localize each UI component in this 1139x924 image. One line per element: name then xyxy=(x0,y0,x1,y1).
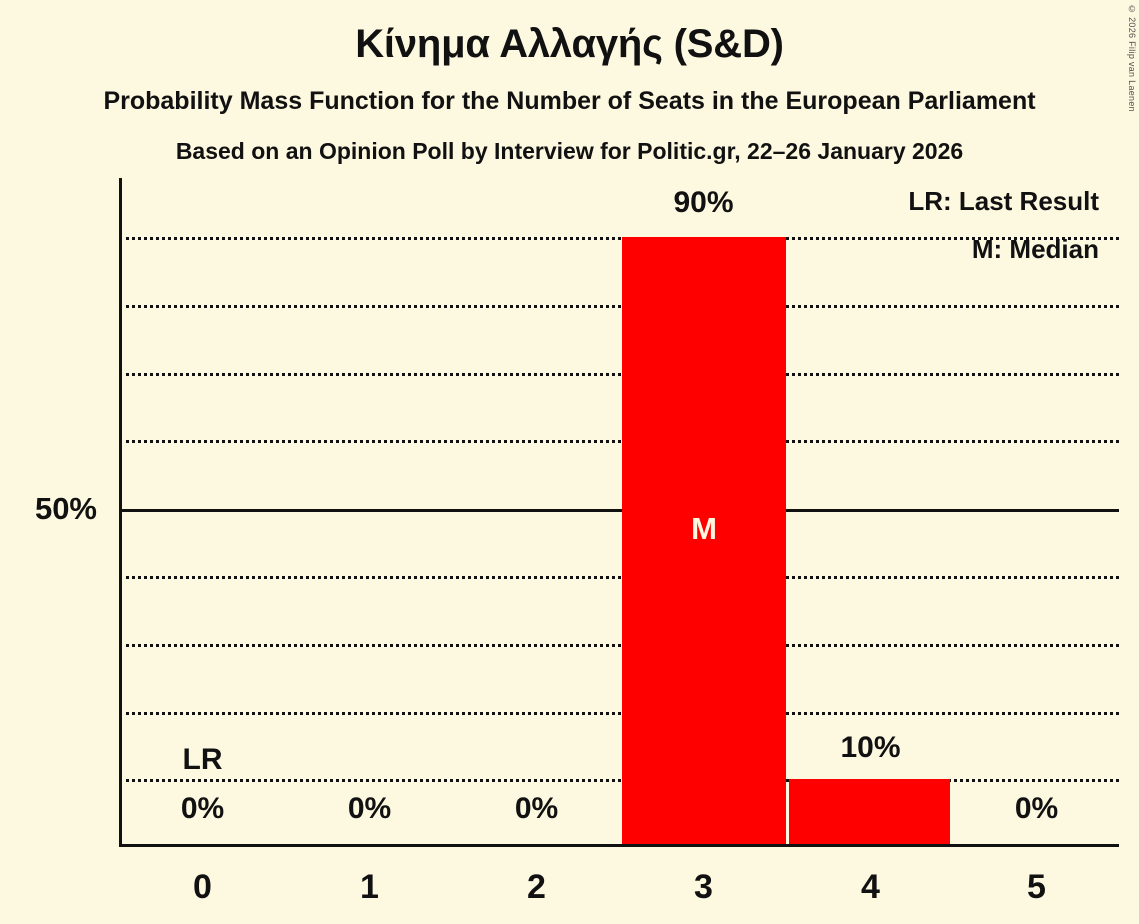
x-axis-line xyxy=(119,844,1119,847)
gridline-20 xyxy=(119,712,1119,715)
value-label-0: 0% xyxy=(180,792,225,825)
gridline-70 xyxy=(119,373,1119,376)
value-label-2: 0% xyxy=(514,792,559,825)
gridline-40 xyxy=(119,576,1119,579)
median-marker: M xyxy=(691,511,717,546)
gridline-90 xyxy=(119,237,1119,240)
value-label-3: 90% xyxy=(673,186,734,219)
plot-area: 50% LR: Last Result M: Median M LR 0% 0%… xyxy=(35,178,1119,847)
copyright-notice: © 2026 Filip van Laenen xyxy=(1127,4,1137,112)
last-result-marker: LR xyxy=(182,743,223,776)
chart-source-line: Based on an Opinion Poll by Interview fo… xyxy=(175,138,964,164)
y-axis-line xyxy=(119,178,122,847)
x-tick-2: 2 xyxy=(527,868,546,906)
x-tick-3: 3 xyxy=(694,868,713,906)
value-label-1: 0% xyxy=(347,792,392,825)
legend-last-result: LR: Last Result xyxy=(908,186,1099,216)
x-tick-1: 1 xyxy=(360,868,379,906)
chart-subtitle: Probability Mass Function for the Number… xyxy=(103,87,1036,115)
bar-3[interactable]: M xyxy=(622,237,786,844)
bar-4[interactable] xyxy=(789,779,950,844)
value-label-5: 0% xyxy=(1014,792,1059,825)
gridline-30 xyxy=(119,644,1119,647)
gridline-80 xyxy=(119,305,1119,308)
y-axis-label-50: 50% xyxy=(34,491,97,526)
page-title: Κίνημα Αλλαγής (S&D) xyxy=(355,22,784,66)
gridline-60 xyxy=(119,440,1119,443)
x-tick-5: 5 xyxy=(1027,868,1046,906)
gridline-50 xyxy=(119,509,1119,512)
gridline-10 xyxy=(119,779,1119,782)
x-tick-4: 4 xyxy=(861,868,880,906)
value-label-4: 10% xyxy=(840,731,901,764)
x-tick-0: 0 xyxy=(193,868,212,906)
legend-median: M: Median xyxy=(971,234,1099,264)
